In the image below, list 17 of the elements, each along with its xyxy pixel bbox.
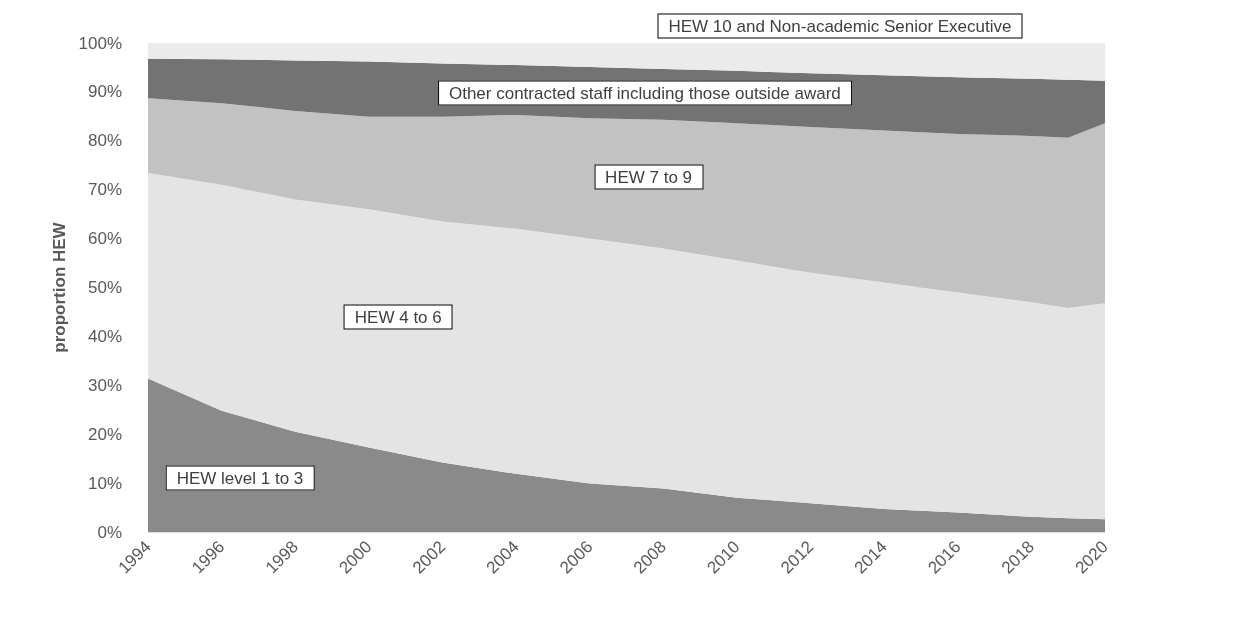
y-tick-label: 60% <box>87 229 122 249</box>
y-tick-label: 30% <box>87 375 122 395</box>
y-tick-label: 90% <box>87 82 122 102</box>
y-tick-label: 40% <box>87 326 122 346</box>
series-label: HEW 7 to 9 <box>594 164 704 190</box>
series-label: HEW 4 to 6 <box>343 304 453 330</box>
y-tick-label: 10% <box>87 473 122 493</box>
series-label: HEW level 1 to 3 <box>165 465 315 491</box>
y-tick-label: 80% <box>87 131 122 151</box>
series-label: HEW 10 and Non-academic Senior Executive <box>657 13 1023 39</box>
y-tick-label: 20% <box>87 424 122 444</box>
y-tick-label: 0% <box>97 522 122 542</box>
y-tick-label: 100% <box>78 33 122 53</box>
series-label: Other contracted staff including those outside award <box>437 80 852 106</box>
y-tick-label: 70% <box>87 180 122 200</box>
y-axis-title: proportion HEW <box>49 221 69 353</box>
y-tick-label: 50% <box>87 278 122 297</box>
